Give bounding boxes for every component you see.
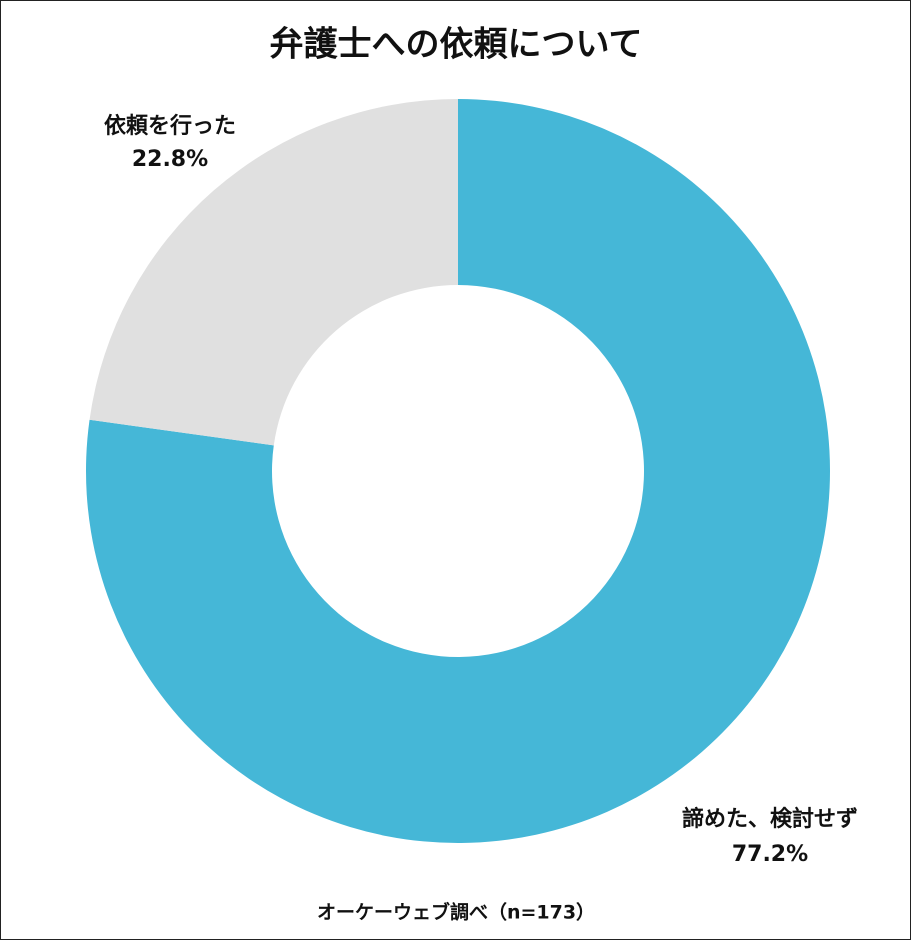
slice-label: 依頼を行った [104,113,236,139]
donut-slice [89,99,459,446]
chart-title: 弁護士への依頼について [270,25,643,65]
donut-slice [86,99,831,843]
slice-value-label: 22.8% [132,147,208,172]
slice-label: 諦めた、検討せず [682,806,858,832]
source-note: オーケーウェブ調べ（n=173） [317,901,595,924]
slice-value-label: 77.2% [732,842,808,867]
